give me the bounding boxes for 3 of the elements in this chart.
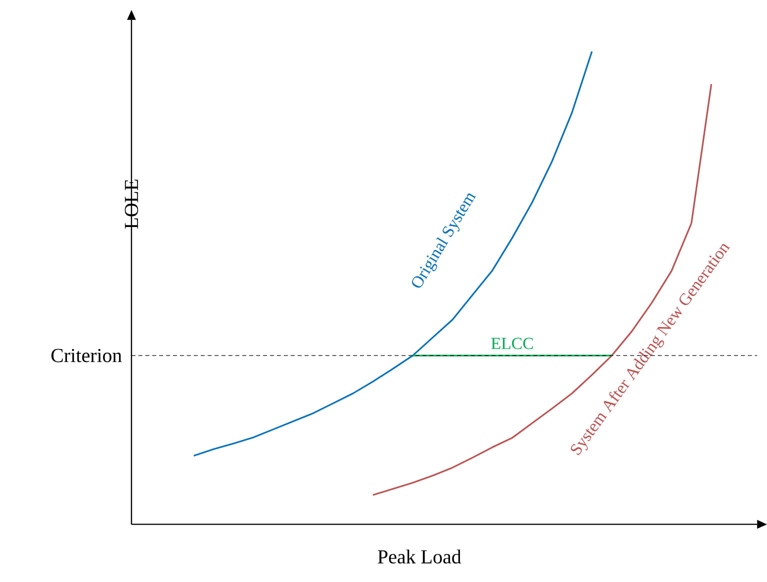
series-label: ELCC [491,338,533,350]
ref-line-label: Criterion [51,348,122,362]
x-axis-title: Peak Load [378,550,462,564]
